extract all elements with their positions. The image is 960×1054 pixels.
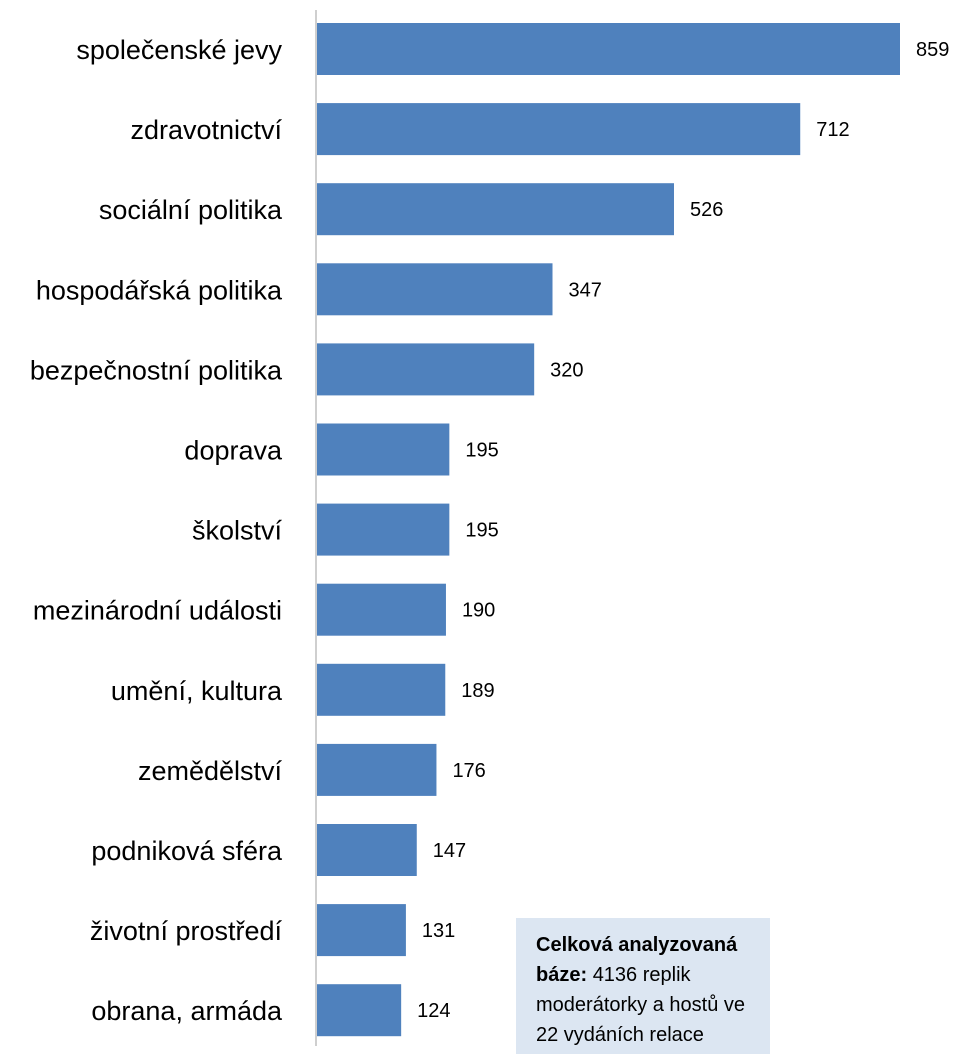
value-label-8: 189 xyxy=(461,680,494,702)
bar-10 xyxy=(317,824,417,876)
value-label-9: 176 xyxy=(452,760,485,782)
category-label-3: hospodářská politika xyxy=(36,275,283,305)
category-label-2: sociální politika xyxy=(99,195,283,225)
bar-12 xyxy=(317,984,402,1037)
category-label-1: zdravotnictví xyxy=(130,115,282,145)
category-label-8: umění, kultura xyxy=(111,676,283,706)
note-text: 4136 replik moderátorky a hostů ve 22 vy… xyxy=(536,964,745,1046)
value-label-6: 195 xyxy=(465,520,498,542)
value-label-5: 195 xyxy=(465,440,498,462)
category-label-4: bezpečnostní politika xyxy=(30,355,283,385)
category-label-10: podniková sféra xyxy=(91,836,283,866)
note-bold-text: Celková analyzovaná báze: xyxy=(536,934,738,986)
category-label-11: životní prostředí xyxy=(90,916,283,946)
category-label-9: zemědělství xyxy=(138,756,283,786)
value-label-1: 712 xyxy=(816,119,849,141)
bar-0 xyxy=(317,23,900,75)
bar-2 xyxy=(317,183,674,236)
analysis-base-note: Celková analyzovaná báze: 4136 replik mo… xyxy=(516,918,770,1054)
value-label-7: 190 xyxy=(462,600,495,622)
category-label-12: obrana, armáda xyxy=(91,996,283,1026)
value-label-0: 859 xyxy=(916,39,949,61)
value-label-3: 347 xyxy=(569,279,602,301)
bar-7 xyxy=(317,583,446,636)
category-labels-group: společenské jevy zdravotnictví sociální po… xyxy=(30,35,283,1026)
bar-5 xyxy=(317,423,450,476)
bars-group xyxy=(317,23,900,1037)
bar-11 xyxy=(317,904,406,957)
value-label-11: 131 xyxy=(422,920,455,942)
category-label-7: mezinárodní události xyxy=(33,596,282,626)
value-label-12: 124 xyxy=(417,1000,450,1022)
category-label-5: doprava xyxy=(184,436,283,466)
value-label-2: 526 xyxy=(690,199,723,221)
value-label-4: 320 xyxy=(550,359,583,381)
value-labels-group: 859 712 526 347 320 195 195 190 189 176 147 131 124 xyxy=(417,39,949,1022)
bar-3 xyxy=(317,263,553,316)
bar-4 xyxy=(317,343,535,396)
bar-1 xyxy=(317,103,801,156)
category-label-0: společenské jevy xyxy=(76,35,282,65)
bar-9 xyxy=(317,743,437,796)
bar-8 xyxy=(317,663,446,716)
category-label-6: školství xyxy=(192,516,283,546)
bar-6 xyxy=(317,503,450,556)
value-label-10: 147 xyxy=(433,840,466,862)
